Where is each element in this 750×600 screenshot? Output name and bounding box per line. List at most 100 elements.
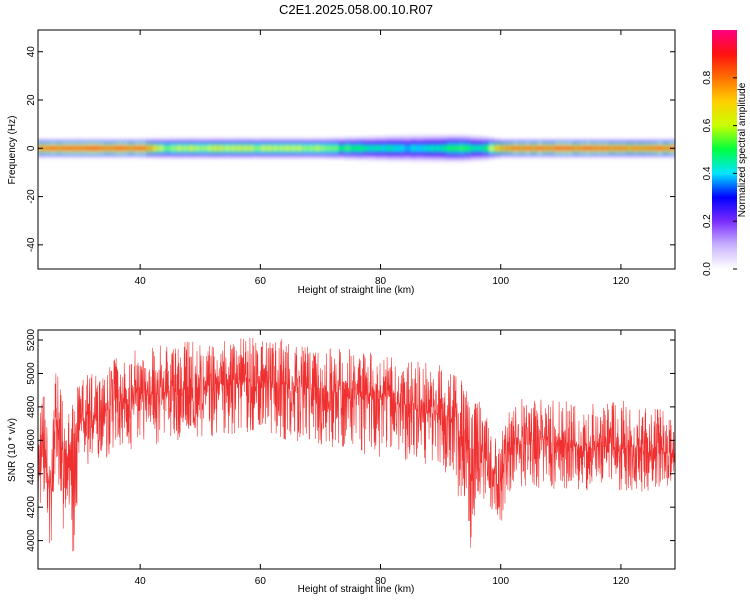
- spectrogram-cell: [434, 145, 442, 152]
- spectrogram-cell: [182, 145, 189, 151]
- spectrogram-cell: [380, 145, 388, 152]
- x-tick-label: 80: [375, 276, 387, 287]
- spectrogram-cell: [344, 145, 352, 151]
- spectrogram-cell: [74, 146, 81, 151]
- colorbar-tick-label: 0.8: [702, 70, 713, 84]
- spectrogram-cell: [656, 146, 664, 151]
- spectrogram-cell: [500, 146, 508, 151]
- y-tick-label: 40: [26, 46, 37, 58]
- spectrogram-cell: [302, 145, 310, 151]
- y-tick-label: 5000: [26, 362, 37, 385]
- snr-y-axis: 5200 5000 4800 4600 4400 4200 4000: [26, 328, 675, 552]
- y-tick-label: 4800: [26, 395, 37, 418]
- spectrogram-cell: [620, 146, 628, 151]
- spectrogram-cell: [548, 146, 556, 151]
- spectrogram-cell: [470, 145, 478, 152]
- snr-panel: 40 60 80 100 120 5200 5000 4800 4600 4400 4200 400…: [7, 328, 676, 595]
- spectrogram-cell: [416, 145, 424, 152]
- spectrogram-cell: [476, 145, 484, 152]
- spectrogram-cell: [644, 146, 652, 151]
- spectrogram-cell: [308, 145, 316, 151]
- snr-frame: [37, 329, 676, 570]
- spectrogram-cell: [158, 145, 165, 151]
- spectrogram-cell: [626, 146, 634, 151]
- spectrogram-cell: [266, 145, 273, 151]
- spectrogram-cell: [518, 146, 526, 151]
- spectrogram-cell: [50, 146, 57, 151]
- y-tick-label: -40: [26, 237, 37, 252]
- spectrogram-cell: [362, 145, 370, 151]
- y-tick-label: -20: [26, 189, 37, 204]
- colorbar-tick-label: 0.0: [702, 262, 713, 276]
- spectrogram-cell: [314, 145, 322, 151]
- colorbar-ticks: 0.0 0.2 0.4 0.6 0.8: [702, 70, 737, 276]
- spectrogram-cell: [200, 145, 207, 151]
- spectrogram-cell: [524, 146, 532, 151]
- spectrogram-cell: [164, 145, 171, 151]
- spectrogram-cell: [590, 146, 598, 151]
- spectrogram-cell: [290, 145, 298, 151]
- y-tick-label: 4000: [26, 529, 37, 552]
- spectrogram-cell: [482, 145, 490, 151]
- colorbar-label: Normalized spectral amplitude: [737, 82, 748, 217]
- spectrogram-cell: [554, 146, 562, 151]
- spectrogram-cell: [488, 145, 496, 151]
- colorbar: 0.0 0.2 0.4 0.6 0.8 Normalized spectral ampl…: [702, 30, 748, 276]
- spectrogram-cell: [224, 145, 231, 151]
- snr-y-label: SNR (10 * v/v): [7, 418, 18, 482]
- spectrogram-cell: [254, 145, 261, 151]
- y-tick-label: 0: [26, 145, 37, 151]
- spectrogram-frame: [37, 29, 676, 270]
- spectrogram-cell: [122, 146, 129, 151]
- spectrogram-cell: [602, 146, 610, 151]
- spectrogram-cell: [386, 145, 394, 152]
- spectrogram-cell: [494, 145, 502, 151]
- spectrogram-cell: [428, 145, 436, 152]
- spectrogram-cell: [128, 146, 135, 151]
- spectrogram-cell: [584, 146, 592, 151]
- spectrogram-x-axis: 40 60 80 100 120: [135, 30, 630, 287]
- spectrogram-cell: [188, 145, 195, 151]
- spectrogram-cell: [650, 146, 658, 151]
- spectrogram-cell: [464, 145, 472, 152]
- spectrogram-cell: [116, 146, 123, 151]
- spectrogram-cell: [98, 146, 105, 151]
- y-tick-label: 5200: [26, 328, 37, 351]
- spectrogram-cell: [62, 146, 69, 151]
- spectrogram-cell: [104, 146, 111, 151]
- spectrogram-cell: [68, 146, 75, 151]
- spectrogram-cell: [560, 146, 568, 151]
- y-tick-label: 4200: [26, 496, 37, 519]
- spectrogram-cell: [248, 145, 255, 151]
- spectrogram-cell: [152, 145, 159, 151]
- spectrogram-cell: [278, 145, 285, 151]
- spectrogram-cell: [422, 145, 430, 152]
- spectrogram-cell: [218, 145, 225, 151]
- spectrogram-cell: [350, 145, 358, 151]
- spectrogram-cell: [230, 145, 237, 151]
- colorbar-tick-label: 0.6: [702, 118, 713, 132]
- spectrogram-cell: [368, 145, 376, 152]
- spectrogram-cell: [92, 146, 99, 151]
- spectrogram-cell: [242, 145, 249, 151]
- y-tick-label: 20: [26, 94, 37, 106]
- spectrogram-cell: [80, 146, 87, 151]
- spectrogram-cell: [542, 146, 550, 151]
- spectrogram-band: [38, 134, 675, 162]
- spectrogram-cell: [332, 145, 340, 151]
- spectrogram-panel: 40 60 80 100 120 40 20 0 -20 -40 Height of strai…: [7, 29, 676, 296]
- spectrogram-cell: [440, 145, 448, 152]
- x-tick-label: 100: [492, 276, 509, 287]
- spectrogram-cell: [632, 146, 640, 151]
- spectrogram-cell: [452, 145, 460, 152]
- figure-title: C2E1.2025.058.00.10.R07: [279, 2, 433, 17]
- spectrogram-cell: [134, 146, 141, 151]
- spectrogram-cell: [194, 145, 201, 151]
- spectrogram-cell: [146, 145, 153, 151]
- x-tick-label: 100: [492, 576, 509, 587]
- spectrogram-cell: [176, 145, 183, 151]
- spectrogram-cell: [338, 145, 346, 151]
- spectrogram-cell: [296, 145, 304, 151]
- spectrogram-cell: [404, 145, 412, 152]
